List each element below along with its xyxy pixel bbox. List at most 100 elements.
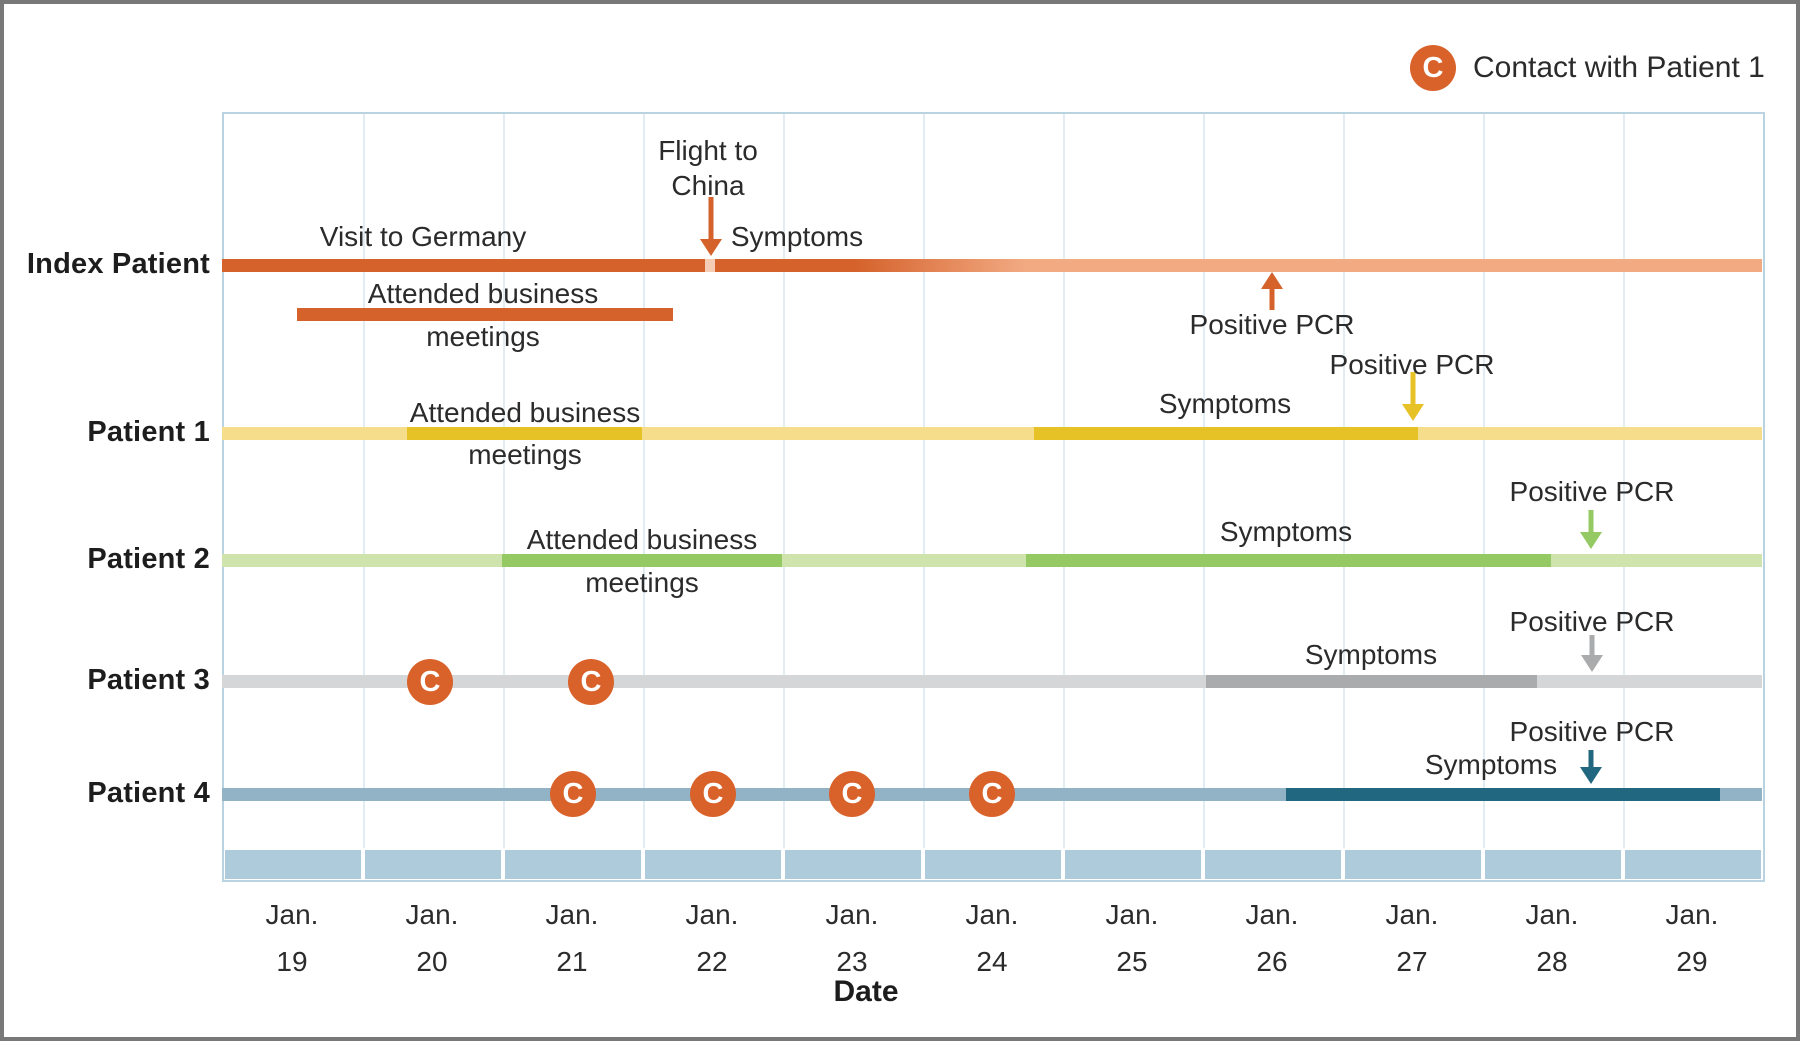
x-tick-month: Jan.: [825, 899, 879, 930]
annotation-label: Attended business: [526, 524, 758, 555]
annotation-label: Positive PCR: [1509, 476, 1675, 507]
arrow-head: [700, 239, 722, 256]
annotation-label: China: [671, 170, 745, 201]
x-tick-day: 24: [976, 946, 1008, 977]
day-gridline: [503, 114, 505, 848]
annotation-label: Positive PCR: [1189, 309, 1355, 340]
row-label: Patient 3: [87, 663, 210, 696]
day-gridline: [1063, 114, 1065, 848]
annotation-label: meetings: [426, 321, 540, 352]
arrow-head: [1580, 767, 1602, 784]
date-band-segment: [1345, 850, 1481, 879]
x-tick-month: Jan.: [1525, 899, 1579, 930]
x-tick-day: 23: [836, 946, 868, 977]
legend: C Contact with Patient 1: [1410, 45, 1765, 91]
day-gridline: [923, 114, 925, 848]
arrow-stem: [1588, 750, 1594, 769]
annotation-label: meetings: [585, 567, 699, 598]
date-band-segment: [1065, 850, 1201, 879]
date-band-segment: [785, 850, 921, 879]
arrow-stem: [708, 197, 714, 241]
x-tick-day: 19: [276, 946, 308, 977]
arrow-stem: [1588, 510, 1594, 534]
x-tick-month: Jan.: [1385, 899, 1439, 930]
timeline-bar: [715, 259, 1026, 272]
x-tick-month: Jan.: [405, 899, 459, 930]
annotation-label: Positive PCR: [1509, 606, 1675, 637]
arrow-stem: [1410, 372, 1416, 406]
timeline-bar: [1034, 427, 1418, 440]
contact-marker: C: [407, 659, 453, 705]
row-label: Patient 2: [87, 542, 210, 575]
day-gridline: [363, 114, 365, 848]
x-tick-day: 21: [556, 946, 588, 977]
date-band-segment: [1205, 850, 1341, 879]
date-band-segment: [645, 850, 781, 879]
event-arrow: [700, 197, 722, 256]
annotation-label: Flight to: [658, 135, 758, 166]
date-band-segment: [225, 850, 361, 879]
x-tick-day: 27: [1396, 946, 1428, 977]
day-gridline: [1203, 114, 1205, 848]
event-arrow: [1261, 272, 1283, 310]
x-tick-day: 25: [1116, 946, 1148, 977]
legend-label: Contact with Patient 1: [1473, 51, 1765, 84]
event-arrow: [1581, 635, 1603, 672]
contact-marker: C: [829, 771, 875, 817]
date-band-segment: [1625, 850, 1761, 879]
arrow-head: [1402, 404, 1424, 421]
x-axis-title: Date: [833, 975, 899, 1008]
x-tick-month: Jan.: [965, 899, 1019, 930]
annotation-label: Symptoms: [1304, 639, 1438, 670]
arrow-stem: [1269, 287, 1275, 310]
day-gridline: [783, 114, 785, 848]
event-arrow: [1580, 750, 1602, 784]
row-label: Index Patient: [26, 247, 210, 280]
timeline-bar: [502, 554, 782, 567]
day-gridline: [1623, 114, 1625, 848]
x-tick-month: Jan.: [1665, 899, 1719, 930]
contact-marker: C: [690, 771, 736, 817]
arrow-head: [1581, 655, 1603, 672]
day-gridline: [1483, 114, 1485, 848]
contact-marker: C: [550, 771, 596, 817]
timeline-bar: [1286, 788, 1720, 801]
row-label: Patient 4: [87, 776, 210, 809]
x-tick-month: Jan.: [1245, 899, 1299, 930]
x-tick-month: Jan.: [265, 899, 319, 930]
contact-marker: C: [568, 659, 614, 705]
row-label: Patient 1: [87, 415, 210, 448]
event-arrow: [1580, 510, 1602, 549]
x-tick-month: Jan.: [1105, 899, 1159, 930]
annotation-label: Symptoms: [730, 221, 864, 252]
annotation-label: Attended business: [409, 397, 641, 428]
annotation-label: Symptoms: [1424, 749, 1558, 780]
date-band-segment: [925, 850, 1061, 879]
day-gridline: [1343, 114, 1345, 848]
timeline-bar: [407, 427, 642, 440]
x-tick-day: 20: [416, 946, 448, 977]
x-tick-month: Jan.: [545, 899, 599, 930]
date-band-segment: [1485, 850, 1621, 879]
timeline-bar: [1026, 554, 1551, 567]
x-tick-day: 22: [696, 946, 728, 977]
timeline-bar: [1206, 675, 1537, 688]
day-gridline: [643, 114, 645, 848]
x-tick-day: 28: [1536, 946, 1568, 977]
timeline-bar: [222, 259, 705, 272]
event-arrow: [1402, 372, 1424, 421]
date-band-segment: [365, 850, 501, 879]
annotation-label: Symptoms: [1158, 388, 1292, 419]
x-tick-month: Jan.: [685, 899, 739, 930]
timeline-bar: [705, 259, 715, 272]
annotation-label: Attended business: [367, 278, 599, 309]
annotation-label: Positive PCR: [1509, 716, 1675, 747]
timeline-bar: [297, 308, 673, 321]
arrow-stem: [1589, 635, 1595, 657]
arrow-head: [1261, 272, 1283, 289]
contact-marker: C: [969, 771, 1015, 817]
annotation-label: meetings: [468, 439, 582, 470]
annotation-label: Positive PCR: [1329, 349, 1495, 380]
annotation-label: Visit to Germany: [319, 221, 527, 252]
